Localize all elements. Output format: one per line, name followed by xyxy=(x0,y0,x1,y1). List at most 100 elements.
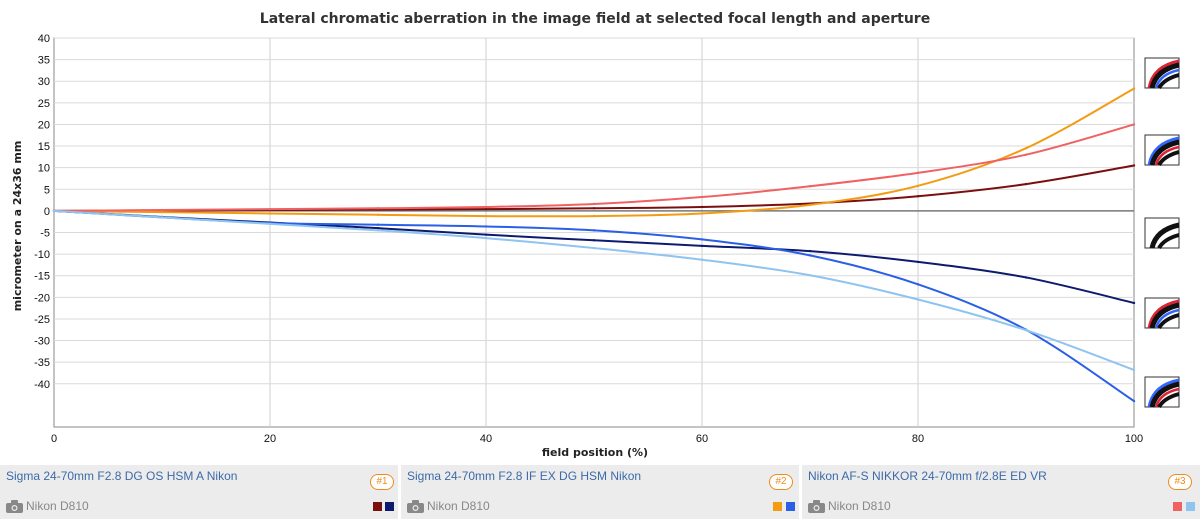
data-point xyxy=(1132,399,1136,403)
data-point xyxy=(1024,328,1028,332)
ca-fringe-icon xyxy=(1144,297,1180,330)
data-point xyxy=(1024,147,1028,150)
data-point xyxy=(268,207,272,211)
data-point xyxy=(1132,123,1136,126)
data-point xyxy=(1132,301,1136,305)
camera-icon xyxy=(6,499,23,513)
data-point xyxy=(160,210,164,214)
lens-legend: Sigma 24-70mm F2.8 DG OS HSM A Nikon #1 … xyxy=(0,465,1200,519)
ca-fringe-color xyxy=(1147,299,1180,329)
y-tick-label: 40 xyxy=(38,33,50,45)
camera-icon xyxy=(407,499,424,513)
y-tick-label: -10 xyxy=(34,249,50,261)
ca-fringe-stroke xyxy=(1149,62,1180,89)
data-point xyxy=(268,212,272,215)
y-tick-label: 10 xyxy=(38,163,50,175)
data-point xyxy=(1132,87,1136,90)
data-point xyxy=(592,239,596,242)
camera-name: Nikon D810 xyxy=(26,499,89,513)
data-point xyxy=(484,205,488,209)
data-point xyxy=(160,208,164,212)
lens-name[interactable]: Sigma 24-70mm F2.8 IF EX DG HSM Nikon xyxy=(407,469,642,483)
series-swatch xyxy=(385,502,394,511)
data-point xyxy=(700,212,704,215)
ca-fringe-color xyxy=(1154,308,1180,329)
data-point xyxy=(1024,153,1028,156)
ca-fringe-stroke xyxy=(1157,392,1180,409)
data-point xyxy=(808,249,812,253)
data-point xyxy=(916,184,920,188)
y-tick-label: 35 xyxy=(38,55,50,67)
series-swatch xyxy=(773,502,782,511)
data-point xyxy=(1132,368,1136,372)
data-point xyxy=(916,298,920,301)
data-point xyxy=(376,213,380,216)
data-point xyxy=(700,238,704,241)
data-point xyxy=(592,214,596,218)
data-point xyxy=(916,194,920,198)
y-tick-label: -15 xyxy=(34,271,50,283)
x-tick-label: 0 xyxy=(51,433,57,445)
data-point xyxy=(808,203,812,207)
x-tick-label: 20 xyxy=(264,433,276,445)
data-point xyxy=(484,214,488,218)
lens-name[interactable]: Sigma 24-70mm F2.8 DG OS HSM A Nikon xyxy=(6,469,238,483)
x-tick-label: 40 xyxy=(480,433,492,445)
x-tick-label: 100 xyxy=(1125,433,1143,445)
lens-badge: #2 xyxy=(769,474,793,490)
lens-card-3[interactable]: Nikon AF-S NIKKOR 24-70mm f/2.8E ED VR #… xyxy=(802,465,1200,519)
ca-fringe-icon xyxy=(1144,134,1180,167)
lens-name[interactable]: Nikon AF-S NIKKOR 24-70mm f/2.8E ED VR xyxy=(808,469,1047,483)
data-point xyxy=(700,244,704,248)
data-point xyxy=(1024,182,1028,186)
series-line-2 xyxy=(53,209,1135,304)
data-point xyxy=(376,226,380,230)
data-point xyxy=(700,258,704,261)
ca-fringe-color xyxy=(1147,378,1180,408)
data-point xyxy=(592,202,596,206)
data-point xyxy=(700,205,704,209)
grid xyxy=(53,37,1135,428)
data-point xyxy=(916,171,920,175)
ca-fringe-stroke xyxy=(1149,302,1180,329)
data-point xyxy=(484,233,488,236)
data-point xyxy=(592,246,596,250)
y-tick-label: 30 xyxy=(38,76,50,88)
ca-fringe-stroke xyxy=(1157,150,1180,167)
y-tick-label: -25 xyxy=(34,314,50,326)
camera-icon xyxy=(808,499,825,513)
lens-card-2[interactable]: Sigma 24-70mm F2.8 IF EX DG HSM Nikon #2… xyxy=(401,465,799,519)
ca-fringe-color xyxy=(1154,68,1180,89)
data-point xyxy=(808,254,812,257)
lens-badge: #3 xyxy=(1168,474,1192,490)
data-point xyxy=(484,236,488,240)
ca-fringe-stroke xyxy=(1149,381,1180,408)
ca-fringe-color xyxy=(1147,59,1180,89)
data-point xyxy=(160,216,164,219)
lens-badge: #1 xyxy=(370,474,394,490)
y-tick-label: -20 xyxy=(34,292,50,304)
ca-fringe-stroke xyxy=(1157,233,1180,250)
data-point xyxy=(592,207,596,210)
y-tick-label: 25 xyxy=(38,98,50,110)
series-swatch xyxy=(786,502,795,511)
series-line-3 xyxy=(53,87,1135,218)
x-tick-label: 80 xyxy=(912,433,924,445)
lens-card-1[interactable]: Sigma 24-70mm F2.8 DG OS HSM A Nikon #1 … xyxy=(0,465,398,519)
series-swatch xyxy=(1173,502,1182,511)
series-layer xyxy=(52,87,1136,403)
ca-fringe-stroke xyxy=(1149,222,1180,249)
y-tick-label: -35 xyxy=(34,357,50,369)
camera-label: Nikon D810 xyxy=(6,499,89,513)
camera-name: Nikon D810 xyxy=(828,499,891,513)
data-point xyxy=(268,222,272,226)
ca-fringe-color xyxy=(1154,387,1180,408)
data-point xyxy=(376,207,380,210)
ca-fringe-icon xyxy=(1144,57,1180,90)
y-tick-label: -5 xyxy=(40,228,50,240)
tick-labels: 0 20 40 60 80 100 40 35 30 25 20 15 10 5 0 -5 -10 -15 -20 -… xyxy=(34,33,1143,445)
ca-fringe-stroke xyxy=(1157,313,1180,330)
data-point xyxy=(484,225,488,228)
camera-name: Nikon D810 xyxy=(427,499,490,513)
data-point xyxy=(808,185,812,188)
